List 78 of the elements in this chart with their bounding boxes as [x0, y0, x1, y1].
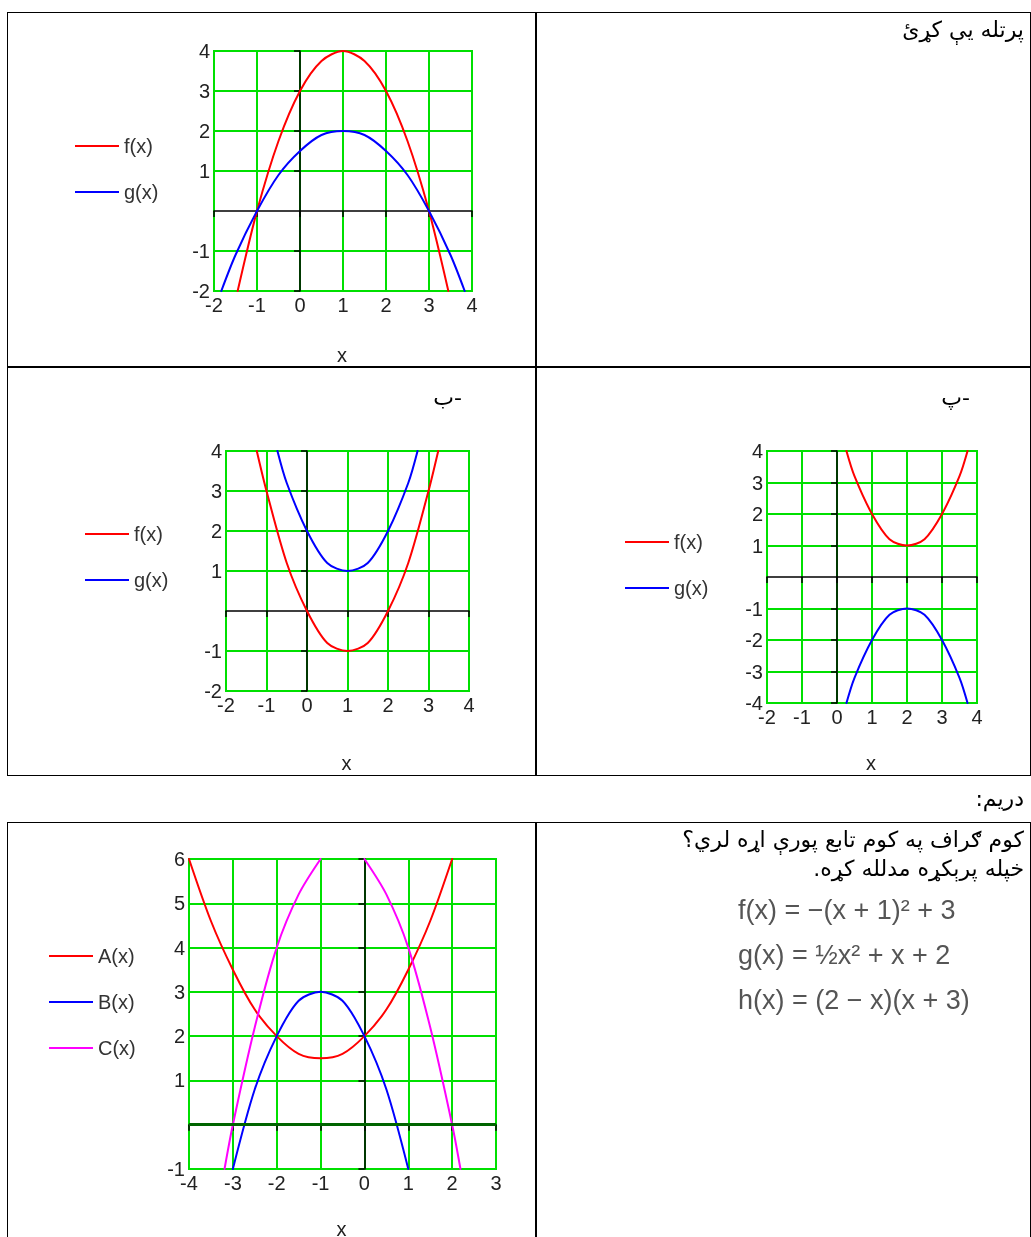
- x-tick-label: 0: [358, 1172, 370, 1194]
- x-tick-label: 4: [466, 294, 478, 316]
- line-series: [236, 50, 450, 292]
- line-series: [845, 450, 969, 547]
- x-tick-label: 2: [446, 1172, 458, 1194]
- line-series: [845, 607, 969, 704]
- y-tick-label: -3: [745, 660, 763, 683]
- y-tick-label: 2: [173, 1025, 185, 1048]
- legend-label: g(x): [134, 569, 169, 591]
- x-tick-label: 1: [337, 294, 349, 316]
- x-tick-label: 3: [936, 706, 948, 728]
- x-tick-label: 1: [341, 694, 354, 716]
- x-tick-label: -1: [257, 694, 276, 716]
- text: g(x) = ½x² + x + 2: [738, 940, 952, 971]
- y-tick-label: 1: [210, 560, 222, 582]
- x-axis-title: x: [336, 1218, 347, 1237]
- y-tick-label: 2: [198, 120, 210, 142]
- x-tick-label: -2: [267, 1172, 286, 1194]
- y-tick-label: -2: [192, 280, 210, 302]
- y-tick-label: 4: [173, 936, 185, 959]
- legend-label: f(x): [134, 523, 163, 545]
- x-tick-label: 0: [831, 706, 843, 728]
- y-tick-label: 4: [751, 440, 763, 462]
- y-tick-label: 3: [173, 980, 185, 1003]
- y-tick-label: -2: [204, 680, 222, 702]
- x-tick-label: 3: [490, 1172, 502, 1194]
- x-tick-label: -1: [311, 1172, 330, 1194]
- y-tick-label: 3: [210, 480, 222, 502]
- legend-label: f(x): [674, 531, 703, 553]
- x-tick-label: 0: [301, 694, 313, 716]
- x-tick-label: 2: [901, 706, 913, 728]
- text: h(x) = (2 − x)(x + 3): [738, 985, 971, 1016]
- y-tick-label: 1: [198, 160, 210, 182]
- legend-label: B(x): [98, 991, 135, 1013]
- x-tick-label: 1: [402, 1172, 414, 1194]
- x-axis-title: x: [337, 344, 347, 366]
- x-axis-title: x: [866, 752, 876, 774]
- x-tick-label: 1: [866, 706, 878, 728]
- legend-label: f(x): [124, 135, 153, 157]
- line-series: [188, 858, 454, 1060]
- x-tick-label: 0: [294, 294, 306, 316]
- x-tick-label: 2: [382, 694, 394, 716]
- y-tick-label: 1: [173, 1069, 185, 1092]
- chart-title: پ-: [941, 384, 971, 410]
- y-tick-label: 2: [751, 503, 763, 525]
- legend-label: A(x): [98, 945, 135, 967]
- text: دريم:: [974, 786, 1024, 811]
- y-tick-label: -2: [745, 629, 763, 651]
- x-tick-label: 2: [380, 294, 392, 316]
- line-series: [255, 450, 440, 652]
- y-tick-label: 1: [751, 534, 763, 557]
- legend-label: C(x): [98, 1037, 136, 1059]
- text: f(x) = −(x + 1)² + 3: [738, 895, 957, 926]
- x-tick-label: 4: [971, 706, 983, 728]
- x-tick-label: 3: [423, 294, 435, 316]
- legend-label: g(x): [674, 577, 709, 599]
- line-series: [220, 130, 466, 292]
- y-tick-label: 3: [751, 471, 763, 494]
- x-tick-label: -1: [248, 294, 266, 316]
- text: خپله پرېکړه مدلله کړه.: [812, 856, 1024, 881]
- y-tick-label: -1: [192, 240, 210, 262]
- y-tick-label: 4: [198, 40, 210, 62]
- x-tick-label: 3: [422, 694, 435, 716]
- y-tick-label: -1: [204, 640, 222, 662]
- line-series: [276, 450, 419, 572]
- y-tick-label: 5: [173, 892, 185, 915]
- x-tick-label: -1: [793, 706, 811, 728]
- y-tick-label: 3: [198, 80, 210, 102]
- x-axis-title: x: [341, 752, 352, 774]
- y-tick-label: 4: [210, 440, 222, 462]
- line-series: [231, 990, 410, 1170]
- y-tick-label: 2: [210, 520, 222, 542]
- y-tick-label: -1: [745, 597, 763, 620]
- y-tick-label: -1: [167, 1158, 185, 1180]
- y-tick-label: 6: [173, 848, 185, 870]
- legend-label: g(x): [124, 181, 159, 203]
- x-tick-label: 4: [463, 694, 475, 716]
- chart-title: ب-: [433, 384, 463, 410]
